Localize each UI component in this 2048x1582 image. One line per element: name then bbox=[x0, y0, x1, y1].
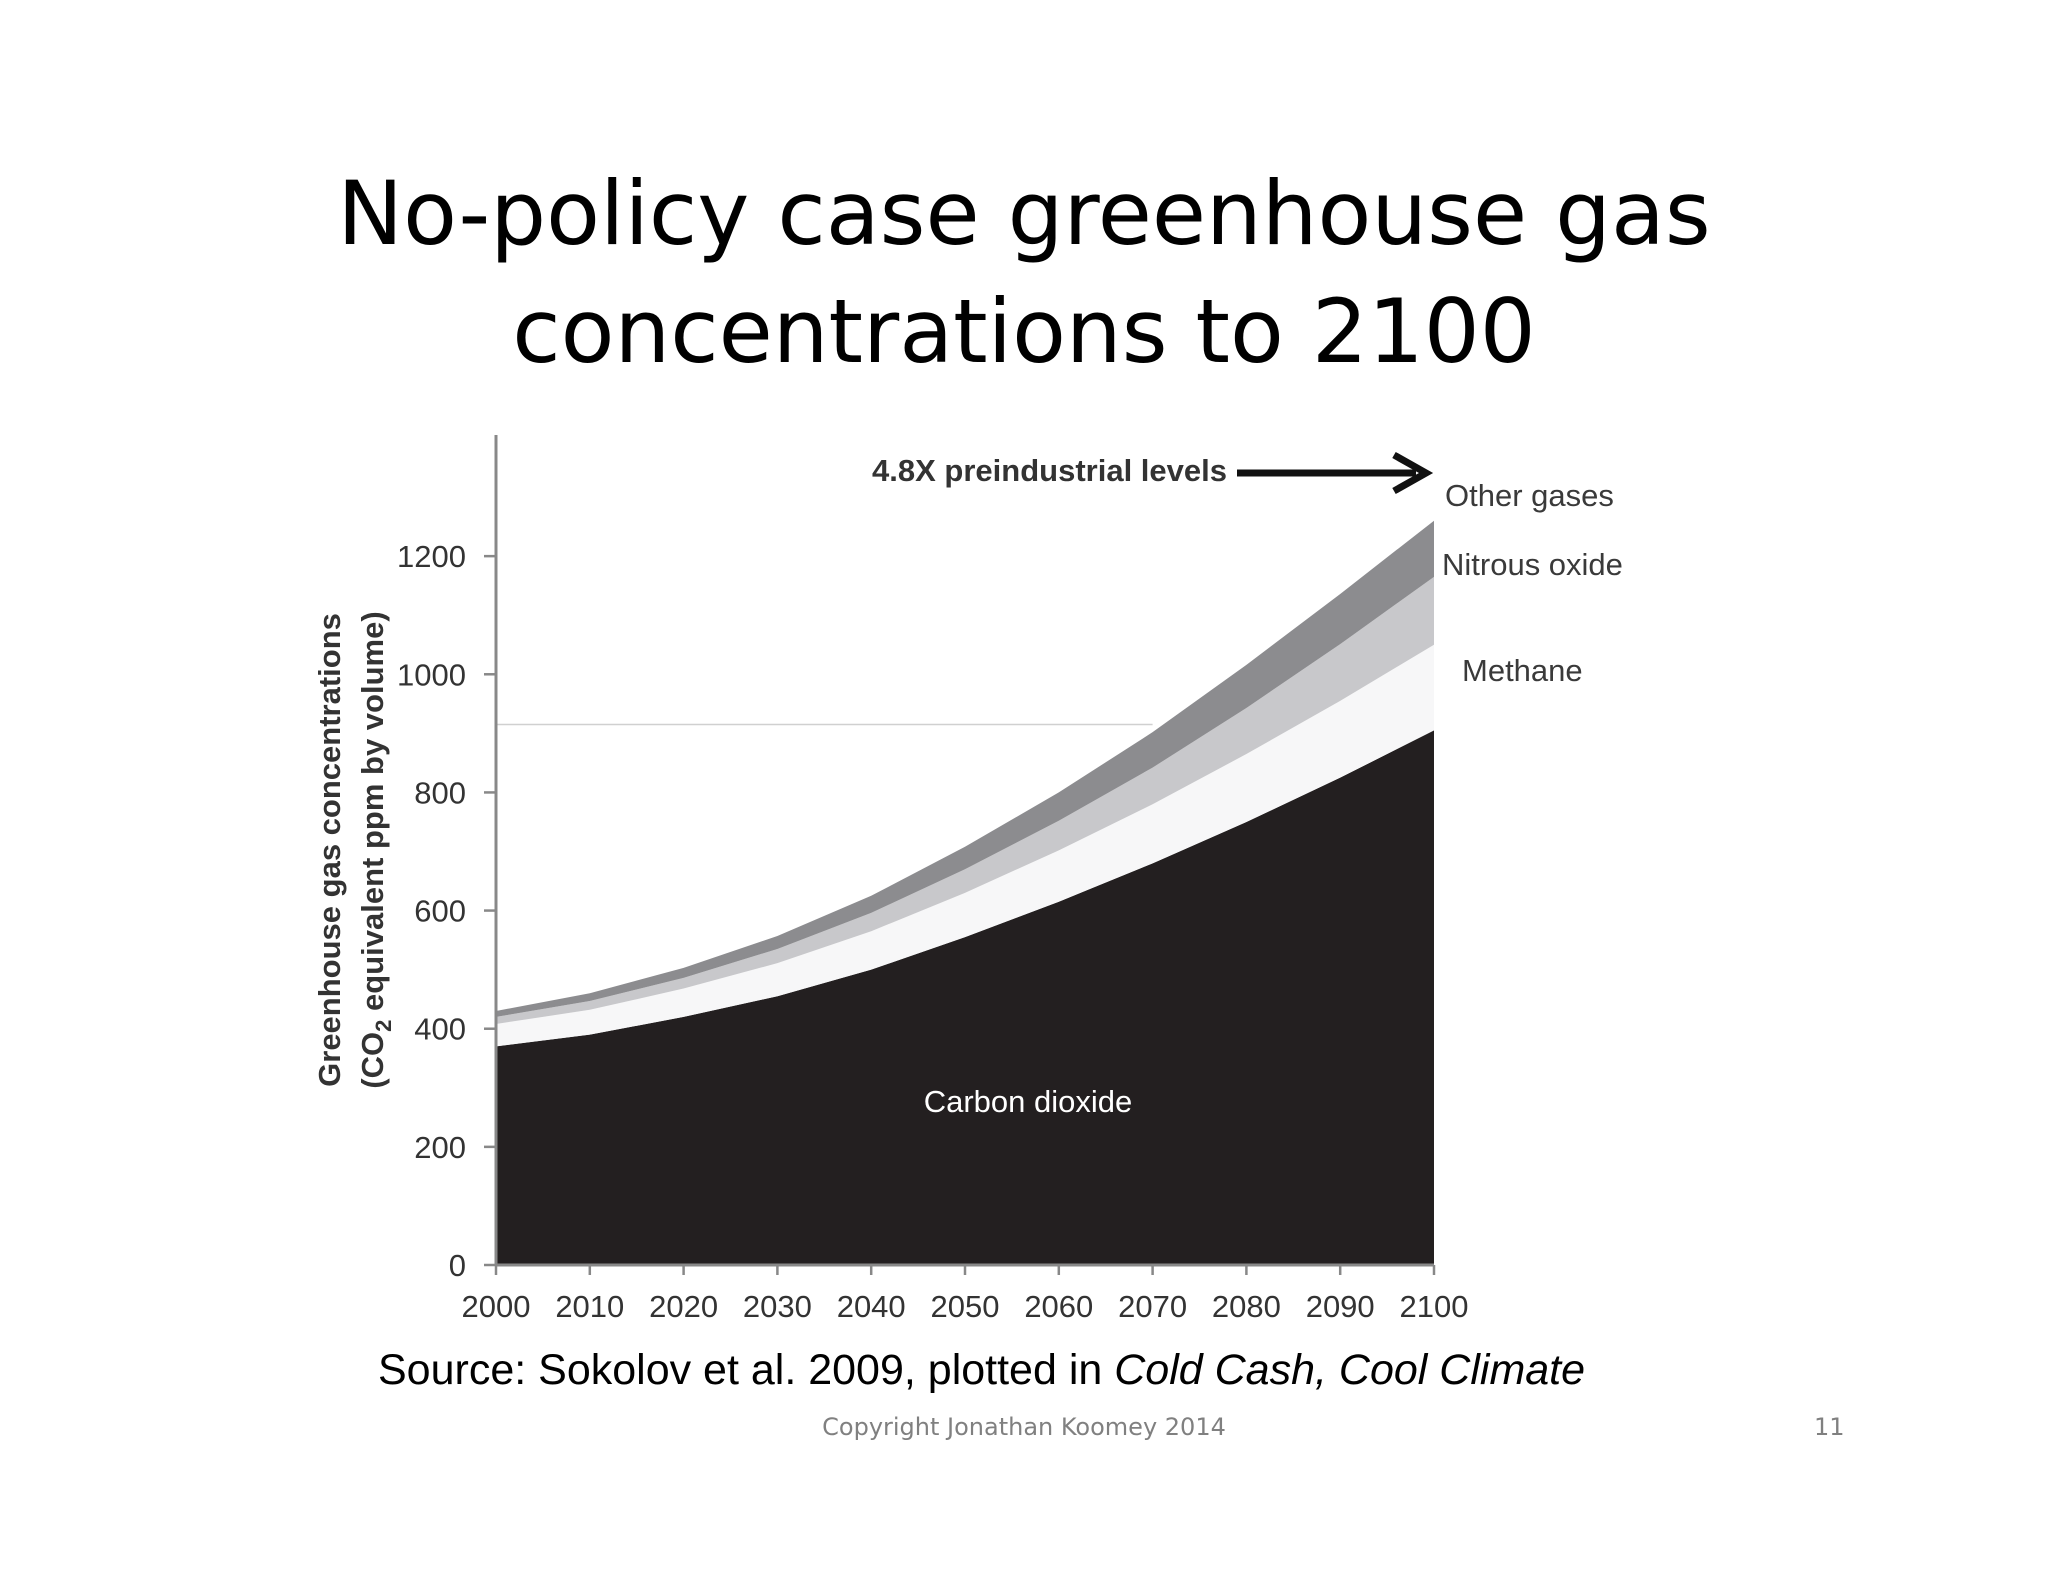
y-tick-label: 400 bbox=[414, 1012, 466, 1047]
series-label-nitrous-oxide: Nitrous oxide bbox=[1442, 547, 1623, 582]
y-axis-label-line2: (CO2 equivalent ppm by volume) bbox=[355, 611, 396, 1088]
annotation-text: 4.8X preindustrial levels bbox=[872, 453, 1227, 488]
y-tick-label: 1000 bbox=[397, 657, 466, 692]
x-tick-label: 2090 bbox=[1306, 1289, 1375, 1324]
x-tick-label: 2030 bbox=[743, 1289, 812, 1324]
source-note: Source: Sokolov et al. 2009, plotted in … bbox=[378, 1346, 1585, 1395]
slide-title: No-policy case greenhouse gas concentrat… bbox=[0, 155, 2048, 391]
y-axis-label-line1: Greenhouse gas concentrations bbox=[312, 613, 347, 1087]
y-tick-label: 800 bbox=[414, 775, 466, 810]
series-label-carbon-dioxide: Carbon dioxide bbox=[924, 1084, 1133, 1119]
annotation-arrow-head bbox=[1392, 451, 1434, 495]
series-label-methane: Methane bbox=[1462, 653, 1583, 688]
page-number: 11 bbox=[1814, 1413, 1845, 1441]
x-tick-label: 2040 bbox=[837, 1289, 906, 1324]
source-text: Source: Sokolov et al. 2009, plotted in bbox=[378, 1346, 1115, 1394]
y-tick-label: 200 bbox=[414, 1130, 466, 1165]
series-label-other-gases: Other gases bbox=[1445, 478, 1614, 513]
x-tick-label: 2060 bbox=[1024, 1289, 1093, 1324]
chart-labels: Greenhouse gas concentrations (CO2 equiva… bbox=[312, 451, 1623, 1119]
stacked-areas bbox=[496, 520, 1434, 1265]
area-carbon-dioxide bbox=[496, 730, 1434, 1265]
y-tick-label: 0 bbox=[449, 1248, 466, 1283]
chart-axes: 0 200 400 600 800 1000 1200 2000 2010 2020 2030 204… bbox=[397, 435, 1468, 1324]
y-tick-label: 1200 bbox=[397, 539, 466, 574]
x-tick-label: 2080 bbox=[1212, 1289, 1281, 1324]
source-book-title: Cold Cash, Cool Climate bbox=[1114, 1346, 1586, 1394]
x-tick-label: 2010 bbox=[555, 1289, 624, 1324]
copyright-footer: Copyright Jonathan Koomey 2014 bbox=[822, 1413, 1226, 1441]
x-tick-label: 2000 bbox=[462, 1289, 531, 1324]
slide-title-line2: concentrations to 2100 bbox=[512, 280, 1536, 383]
x-tick-label: 2020 bbox=[649, 1289, 718, 1324]
x-tick-label: 2100 bbox=[1400, 1289, 1469, 1324]
x-tick-label: 2050 bbox=[931, 1289, 1000, 1324]
slide-title-line1: No-policy case greenhouse gas bbox=[337, 162, 1711, 265]
y-tick-label: 600 bbox=[414, 894, 466, 929]
x-tick-label: 2070 bbox=[1118, 1289, 1187, 1324]
